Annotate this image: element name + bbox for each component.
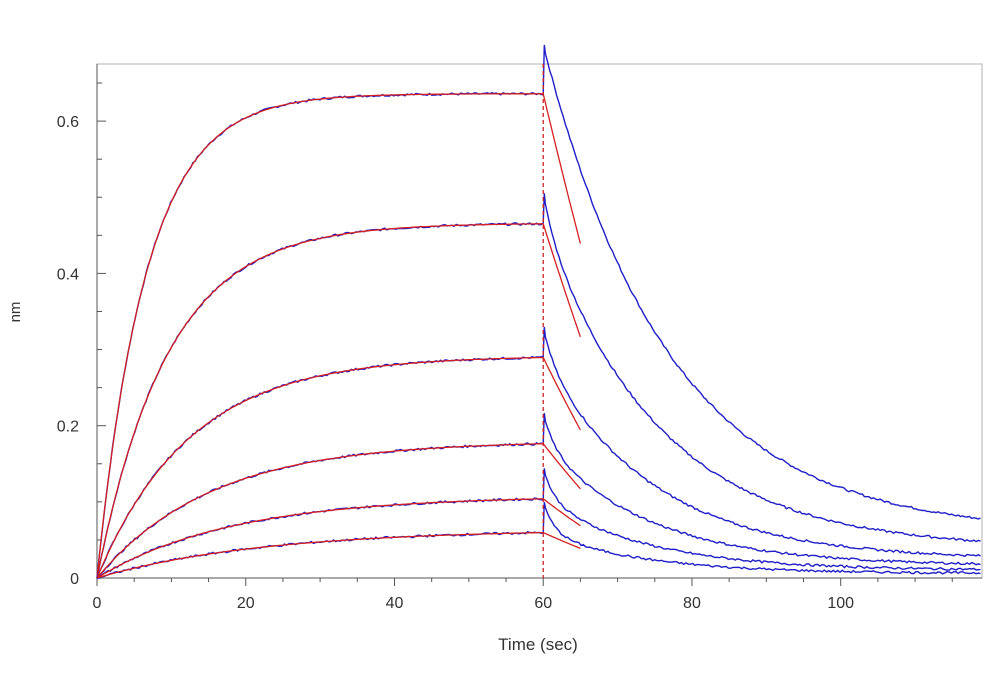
fit-curve	[96, 93, 582, 579]
x-tick-label: 0	[93, 595, 102, 612]
fit-curve	[96, 223, 582, 579]
plot-frame	[96, 63, 983, 579]
x-tick-label: 60	[534, 595, 552, 612]
x-tick-label: 20	[237, 595, 255, 612]
fit-curve	[96, 531, 581, 579]
x-tick-label: 40	[386, 595, 404, 612]
axes: 0 20 40 60 80 100 0 0.2 0.4 0.6	[57, 64, 982, 612]
y-tick-label: 0.4	[57, 266, 79, 283]
data-curve	[96, 193, 981, 578]
fit-curve	[96, 498, 581, 579]
fit-curve	[96, 356, 581, 579]
y-tick-label: 0.6	[57, 114, 79, 131]
fit-curve	[96, 443, 581, 579]
series-layer	[96, 44, 981, 580]
y-tick-label: 0.2	[57, 419, 79, 436]
x-axis-label: Time (sec)	[498, 635, 578, 654]
x-tick-label: 80	[683, 595, 701, 612]
y-tick-label: 0	[70, 571, 79, 588]
y-axis-label: nm	[7, 302, 24, 323]
x-tick-label: 100	[827, 595, 854, 612]
